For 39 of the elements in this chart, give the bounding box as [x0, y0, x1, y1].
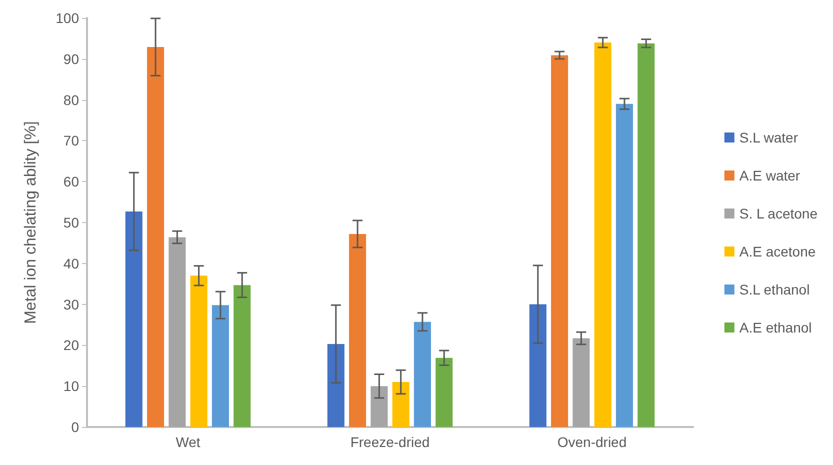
legend-label: S.L water: [739, 130, 798, 146]
y-tick-label: 80: [63, 92, 80, 108]
y-tick-label: 20: [63, 337, 80, 354]
bar: [234, 285, 251, 427]
y-tick-label: 10: [63, 378, 80, 394]
bar: [212, 305, 229, 427]
bar: [125, 211, 142, 427]
bar: [190, 276, 208, 427]
bar: [638, 43, 655, 427]
legend-label: S.L ethanol: [739, 282, 810, 298]
legend-label: A.E water: [739, 168, 800, 184]
y-tick-label: 60: [63, 174, 80, 190]
y-tick-label: 30: [63, 296, 80, 312]
y-tick-label: 0: [71, 419, 80, 435]
y-tick-label: 50: [63, 214, 80, 230]
legend-label: S. L acetone: [739, 206, 818, 222]
x-tick-label: Wet: [176, 434, 200, 450]
bar: [327, 344, 344, 427]
bar: [414, 322, 431, 427]
bar: [616, 104, 633, 427]
y-tick-label: 90: [63, 50, 80, 67]
y-tick-label: 40: [63, 255, 80, 272]
bar: [147, 47, 164, 427]
bar: [572, 338, 590, 427]
x-tick-label: Oven-dried: [557, 434, 627, 450]
bar: [370, 386, 388, 427]
y-tick-label: 70: [63, 132, 80, 149]
legend-label: A.E acetone: [739, 244, 816, 260]
bar: [168, 237, 186, 427]
legend-label: A.E ethanol: [739, 320, 812, 336]
y-tick-label: 100: [56, 10, 80, 26]
bar: [436, 358, 453, 427]
bar: [594, 42, 612, 427]
bar: [529, 304, 546, 427]
x-tick-label: Freeze-dried: [350, 434, 430, 450]
bar: [551, 55, 568, 427]
y-axis-title: Metal ion chelating ablity [%]: [22, 121, 40, 324]
bar: [392, 382, 410, 427]
bar: [349, 234, 366, 427]
